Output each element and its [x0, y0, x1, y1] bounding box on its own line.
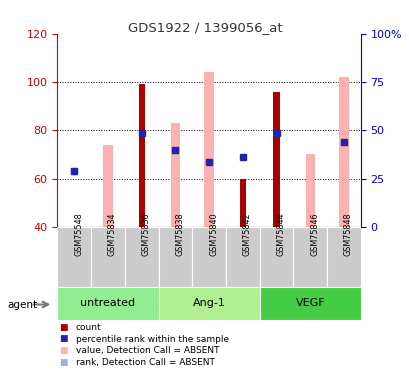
Text: ■: ■ [59, 358, 68, 367]
Text: GDS1922 / 1399056_at: GDS1922 / 1399056_at [127, 21, 282, 34]
Text: GSM75838: GSM75838 [175, 212, 184, 256]
Text: ■: ■ [59, 346, 68, 355]
Text: percentile rank within the sample: percentile rank within the sample [76, 334, 228, 344]
Bar [170, 123, 180, 227]
Text: rank, Detection Call = ABSENT: rank, Detection Call = ABSENT [76, 358, 214, 367]
Text: GSM75844: GSM75844 [276, 212, 285, 256]
Text: GSM75842: GSM75842 [242, 212, 251, 256]
Bar [239, 178, 245, 227]
Bar [225, 227, 259, 287]
Bar [259, 227, 293, 287]
Text: GSM75840: GSM75840 [209, 212, 218, 256]
Bar [57, 227, 91, 287]
Text: count: count [76, 323, 101, 332]
Text: untreated: untreated [80, 298, 135, 308]
Text: value, Detection Call = ABSENT: value, Detection Call = ABSENT [76, 346, 219, 355]
Bar [259, 287, 360, 320]
Text: GSM75548: GSM75548 [74, 212, 83, 256]
Text: GSM75848: GSM75848 [343, 212, 352, 256]
Bar [305, 154, 314, 227]
Text: ■: ■ [59, 323, 68, 332]
Bar [273, 92, 279, 227]
Bar [57, 287, 158, 320]
Bar [124, 227, 158, 287]
Text: GSM75846: GSM75846 [310, 212, 319, 256]
Bar [293, 227, 326, 287]
Bar [204, 72, 213, 227]
Text: Ang-1: Ang-1 [192, 298, 225, 308]
Bar [158, 227, 192, 287]
Text: GSM75836: GSM75836 [142, 212, 151, 256]
Bar [326, 227, 360, 287]
Bar [138, 84, 144, 227]
Text: VEGF: VEGF [295, 298, 324, 308]
Bar [158, 287, 259, 320]
Text: GSM75834: GSM75834 [108, 212, 117, 256]
Bar [338, 77, 348, 227]
Text: agent: agent [7, 300, 37, 309]
Bar [103, 145, 112, 227]
Bar [192, 227, 225, 287]
Text: ■: ■ [59, 334, 68, 344]
Bar [91, 227, 124, 287]
